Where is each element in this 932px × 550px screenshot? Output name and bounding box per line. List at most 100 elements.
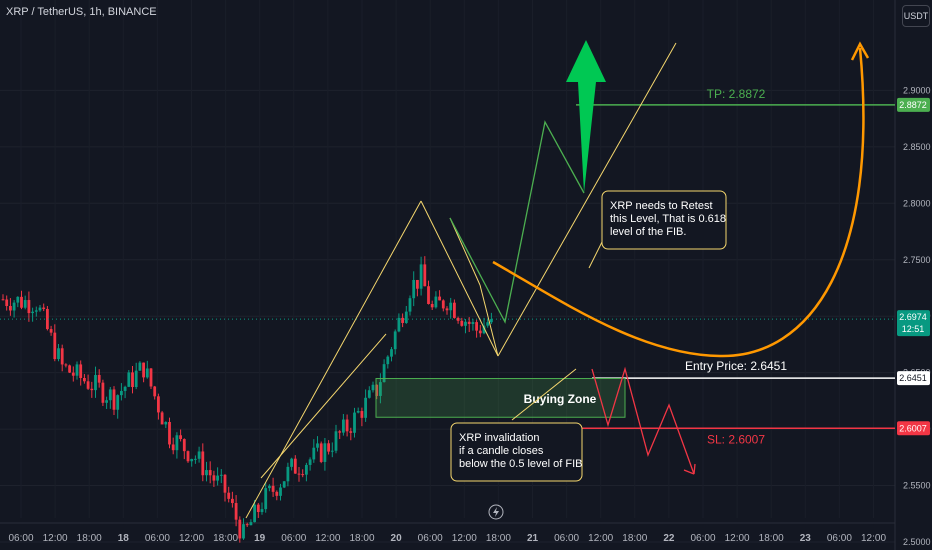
candle-body <box>9 306 12 311</box>
time-tick-label: 06:00 <box>554 533 579 544</box>
candle-body <box>79 364 83 378</box>
time-tick-label: 18:00 <box>349 533 374 544</box>
candle-body <box>286 466 290 482</box>
stop-loss-label: SL: 2.6007 <box>707 432 765 446</box>
currency-button[interactable]: USDT <box>902 5 930 27</box>
candle-body <box>249 522 253 526</box>
candle-body <box>316 443 319 448</box>
candle-body <box>179 435 182 440</box>
candle-body <box>312 447 316 460</box>
candle-body <box>353 412 356 433</box>
time-tick-label: 12:00 <box>43 533 68 544</box>
price-tick-label: 2.5000 <box>903 537 931 547</box>
candle-body <box>5 299 9 307</box>
price-axis-label: 2.8872 <box>899 100 927 110</box>
candle-body <box>349 431 353 433</box>
candle-body <box>423 264 427 287</box>
candle-body <box>46 308 49 330</box>
candle-body <box>194 458 197 460</box>
candle-body <box>212 475 216 481</box>
candle-body <box>430 303 434 308</box>
pattern-line <box>449 217 481 286</box>
candle-body <box>412 279 416 299</box>
candle-body <box>223 474 227 493</box>
candle-body <box>471 322 475 324</box>
candle-body <box>408 298 412 312</box>
candle-body <box>445 308 449 311</box>
candle-body <box>490 319 493 323</box>
candle-body <box>390 349 393 357</box>
invalidation-note-line: below the 0.5 level of FIB <box>459 458 583 470</box>
symbol-title: XRP / TetherUS, 1h, BINANCE <box>6 6 157 18</box>
buying-zone <box>375 378 626 418</box>
candle-body <box>16 296 20 303</box>
price-axis-label-box <box>897 310 930 337</box>
candle-body <box>149 368 153 387</box>
candle-body <box>216 475 219 481</box>
time-tick-label: 06:00 <box>418 533 443 544</box>
candle-body <box>42 307 46 309</box>
time-tick-label: 20 <box>391 533 403 544</box>
candle-body <box>364 397 367 418</box>
candle-body <box>71 372 75 376</box>
candle-body <box>419 264 423 289</box>
projection-arrow-icon <box>850 41 870 61</box>
candle-body <box>120 390 123 396</box>
pattern-line <box>245 200 422 519</box>
candle-body <box>219 474 223 476</box>
up-arrow-icon <box>566 40 606 193</box>
pattern-line <box>260 333 387 479</box>
time-tick-label: 18:00 <box>486 533 511 544</box>
invalidation-note-line: XRP invalidation <box>459 432 540 444</box>
bearish-path <box>591 366 695 475</box>
candle-body <box>401 317 404 323</box>
buying-zone-label: Buying Zone <box>524 392 597 406</box>
candle-body <box>68 365 71 373</box>
time-tick-label: 12:00 <box>179 533 204 544</box>
candle-body <box>20 296 23 308</box>
candle-body <box>256 504 260 513</box>
candle-body <box>23 300 27 308</box>
price-tick-label: 2.7500 <box>903 255 931 265</box>
candle-body <box>97 374 101 383</box>
candle-body <box>268 485 271 489</box>
time-tick-label: 06:00 <box>827 533 852 544</box>
pattern-line <box>497 42 677 357</box>
time-tick-label: 12:00 <box>861 533 886 544</box>
candle-body <box>360 411 364 418</box>
bullish-path <box>449 120 585 324</box>
lightning-icon <box>488 504 504 520</box>
candle-body <box>456 317 460 321</box>
candle-body <box>83 377 86 382</box>
candle-body <box>260 509 264 513</box>
candle-body <box>379 382 382 396</box>
time-tick-label: 06:00 <box>8 533 33 544</box>
time-tick-label: 19 <box>254 533 266 544</box>
candle-body <box>205 470 208 476</box>
projection-curve <box>492 47 865 358</box>
candle-body <box>397 317 401 332</box>
time-tick-label: 18:00 <box>759 533 784 544</box>
candle-body <box>138 362 142 371</box>
countdown-label: 12:51 <box>902 324 925 334</box>
candle-body <box>482 325 486 334</box>
candle-body <box>182 439 186 452</box>
candle-body <box>441 300 445 309</box>
candle-body <box>438 296 441 301</box>
candle-body <box>338 431 342 433</box>
time-tick-label: 23 <box>800 533 812 544</box>
candle-body <box>464 321 467 326</box>
candle-body <box>416 279 419 289</box>
candle-body <box>375 384 379 396</box>
time-tick-label: 12:00 <box>725 533 750 544</box>
time-tick-label: 12:00 <box>315 533 340 544</box>
price-axis-label: 2.6451 <box>899 373 927 383</box>
candle-body <box>127 372 131 387</box>
candle-body <box>53 332 57 360</box>
candle-body <box>75 364 79 376</box>
candle-body <box>60 348 64 365</box>
candle-body <box>371 384 375 391</box>
price-tick-label: 2.5500 <box>903 481 931 491</box>
